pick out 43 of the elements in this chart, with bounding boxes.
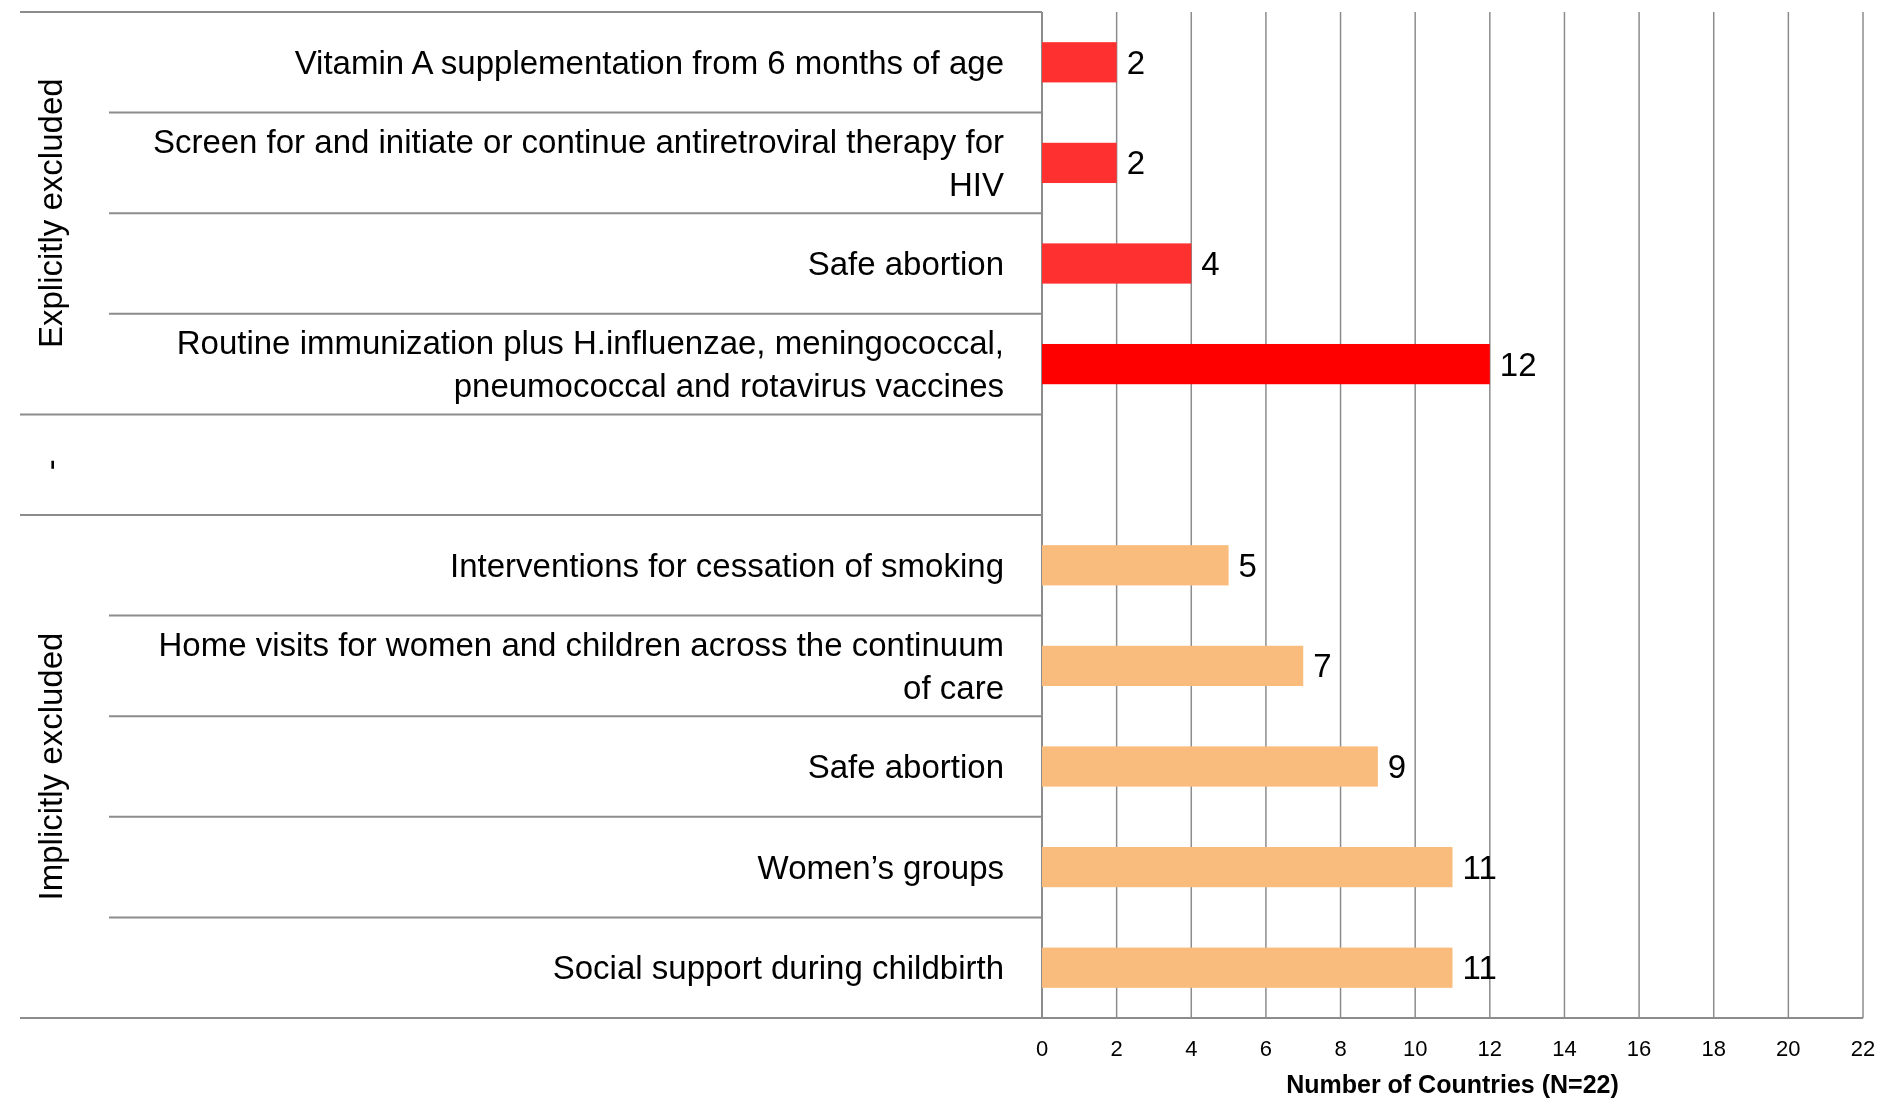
bar [1042, 746, 1378, 787]
x-tick-label: 4 [1185, 1035, 1198, 1061]
data-label: 7 [1313, 647, 1332, 685]
bar [1042, 545, 1229, 586]
data-label: 12 [1499, 345, 1537, 383]
x-tick-label: 20 [1776, 1035, 1801, 1061]
text: Implicitly excluded [31, 632, 69, 901]
x-tick-label: 14 [1552, 1035, 1577, 1061]
x-tick-label: 18 [1701, 1035, 1726, 1061]
y-tick-label: Routine immunization plus H.influenzae, meningococcal, pneumococcal and rotavirus vaccines [176, 324, 1004, 405]
x-tick-label: 6 [1259, 1035, 1273, 1061]
data-label: 11 [1462, 848, 1497, 886]
y-tick-label: Women’s groups [757, 848, 1004, 886]
y-tick-label: Home visits for women and children across the continuum of care [158, 626, 1004, 706]
bar [1042, 846, 1453, 888]
x-tick-label: 22 [1850, 1035, 1876, 1061]
bar [1042, 142, 1117, 184]
text: Explicitly excluded [31, 78, 69, 349]
x-tick-label: 8 [1334, 1035, 1347, 1061]
data-label: 5 [1238, 546, 1257, 584]
bar [1042, 947, 1453, 988]
y-tick-label: Social support during childbirth [552, 949, 1004, 987]
data-label: 4 [1201, 245, 1220, 283]
data-label: 2 [1126, 144, 1145, 182]
data-label: 2 [1126, 43, 1145, 81]
data-label: 11 [1462, 949, 1497, 987]
x-tick-label: 16 [1626, 1035, 1652, 1061]
x-axis-title: Number of Countries (N=22) [1286, 1069, 1619, 1098]
bar [1042, 42, 1117, 83]
bar [1042, 343, 1490, 385]
text: - [31, 459, 69, 471]
x-tick-label: 10 [1402, 1035, 1428, 1061]
y-tick-label: Vitamin A supplementation from 6 months of age [294, 43, 1004, 81]
bar [1042, 243, 1192, 284]
y-tick-label: Screen for and initiate or continue antiretroviral therapy for HIV [152, 123, 1005, 203]
x-tick-label: 12 [1477, 1035, 1503, 1061]
x-tick-label: 2 [1110, 1035, 1123, 1061]
data-label: 9 [1387, 748, 1407, 786]
y-tick-label: Safe abortion [807, 748, 1004, 786]
y-tick-label: Interventions for cessation of smoking [450, 546, 1004, 584]
bar [1042, 645, 1304, 687]
x-tick-label: 0 [1035, 1035, 1049, 1061]
y-tick-label: Safe abortion [807, 245, 1004, 283]
